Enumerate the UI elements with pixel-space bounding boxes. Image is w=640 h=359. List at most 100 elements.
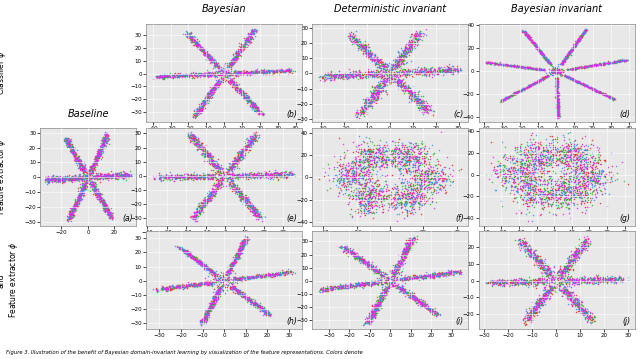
Point: [74, 159, 84, 164]
Point: [407, 195, 417, 201]
Point: [396, 83, 406, 89]
Point: [577, 33, 587, 39]
Point: [434, 67, 444, 73]
Point: [415, 32, 425, 37]
Point: [534, 66, 545, 72]
Point: [374, 147, 384, 153]
Point: [246, 140, 257, 145]
Point: [376, 85, 386, 91]
Point: [376, 89, 387, 95]
Point: [436, 271, 447, 277]
Point: [525, 186, 536, 192]
Point: [195, 211, 205, 217]
Point: [200, 194, 210, 200]
Point: [561, 289, 571, 295]
Point: [227, 263, 237, 269]
Point: [362, 50, 372, 56]
Point: [375, 63, 385, 69]
Point: [61, 140, 71, 146]
Point: [556, 160, 566, 166]
Point: [349, 253, 360, 259]
Point: [381, 195, 391, 201]
Point: [211, 292, 221, 297]
Point: [195, 144, 205, 150]
Point: [568, 154, 579, 159]
Point: [422, 185, 433, 191]
Point: [237, 276, 247, 282]
Point: [188, 42, 198, 48]
Point: [232, 165, 242, 171]
Point: [241, 95, 252, 101]
Point: [571, 66, 581, 72]
Point: [566, 188, 576, 194]
Point: [430, 178, 440, 183]
Point: [79, 175, 90, 181]
Point: [61, 142, 72, 148]
Point: [396, 61, 406, 66]
Point: [168, 73, 179, 78]
Point: [211, 60, 221, 65]
Point: [215, 285, 225, 290]
Point: [239, 275, 250, 281]
Point: [376, 82, 386, 88]
Point: [550, 285, 561, 291]
Point: [489, 279, 499, 285]
Point: [589, 277, 599, 283]
Point: [559, 188, 569, 194]
Point: [546, 268, 556, 274]
Point: [344, 282, 354, 288]
Point: [243, 173, 253, 179]
Point: [237, 171, 248, 177]
Point: [61, 176, 72, 181]
Point: [568, 156, 578, 162]
Point: [520, 31, 530, 37]
Point: [532, 279, 542, 285]
Point: [360, 97, 370, 102]
Point: [381, 271, 391, 277]
Point: [353, 172, 364, 178]
Point: [577, 247, 588, 253]
Point: [576, 247, 586, 253]
Point: [551, 78, 561, 84]
Point: [355, 257, 365, 263]
Point: [364, 319, 374, 325]
Point: [70, 158, 81, 164]
Point: [563, 258, 573, 264]
Point: [397, 251, 408, 257]
Point: [188, 213, 198, 219]
Point: [349, 253, 359, 259]
Point: [273, 172, 284, 177]
Point: [561, 280, 572, 286]
Point: [186, 132, 196, 138]
Point: [198, 45, 208, 51]
Point: [513, 165, 523, 171]
Point: [65, 147, 76, 153]
Point: [93, 192, 104, 198]
Point: [364, 94, 374, 100]
Point: [247, 209, 257, 214]
Point: [350, 112, 360, 117]
Point: [191, 36, 202, 42]
Point: [92, 151, 102, 157]
Point: [222, 62, 232, 68]
Point: [582, 278, 592, 284]
Point: [239, 172, 250, 177]
Point: [557, 57, 568, 63]
Point: [570, 279, 580, 284]
Point: [589, 276, 599, 282]
Point: [232, 276, 242, 282]
Point: [213, 180, 223, 185]
Point: [268, 271, 278, 277]
Point: [211, 60, 221, 65]
Point: [419, 272, 429, 278]
Point: [483, 59, 493, 65]
Point: [205, 306, 216, 312]
Point: [387, 188, 397, 194]
Point: [167, 174, 177, 180]
Point: [193, 282, 203, 288]
Point: [227, 166, 237, 172]
Point: [401, 159, 411, 164]
Point: [210, 272, 220, 278]
Point: [358, 153, 368, 158]
Point: [578, 198, 588, 204]
